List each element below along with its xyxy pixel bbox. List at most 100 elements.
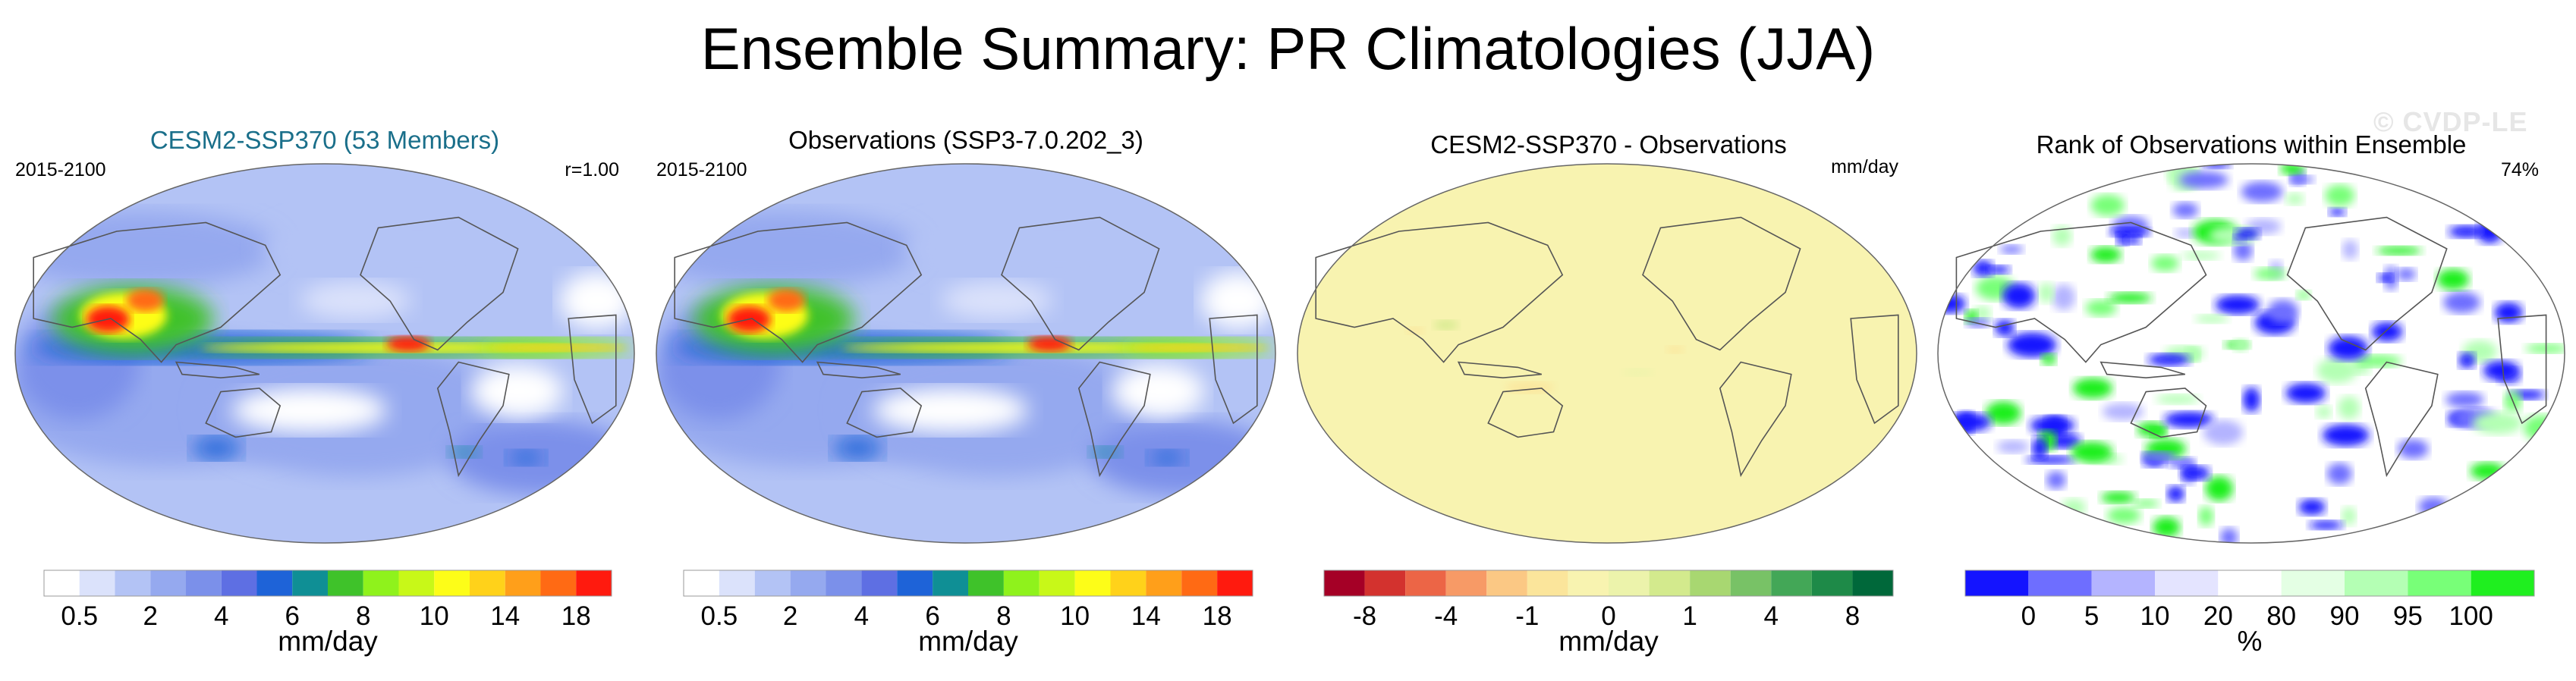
rank-cell bbox=[2470, 462, 2505, 480]
rank-cell bbox=[2205, 475, 2234, 501]
colorbar-tick-label: 8 bbox=[356, 601, 370, 631]
rank-cell bbox=[2267, 300, 2299, 324]
colorbar-swatch bbox=[2408, 570, 2471, 596]
colorbar-unit-label: mm/day bbox=[918, 626, 1018, 657]
colorbar-swatch bbox=[434, 570, 470, 596]
coastline bbox=[2099, 361, 2186, 379]
colorbar-swatch bbox=[1568, 570, 1609, 596]
precip-field bbox=[470, 365, 564, 418]
rank-cell bbox=[2352, 354, 2402, 368]
rank-cell bbox=[2458, 352, 2476, 369]
rank-cell bbox=[2180, 466, 2210, 481]
rank-cell bbox=[2342, 239, 2358, 260]
precip-field bbox=[941, 281, 1053, 319]
colorbar-unit-label: mm/day bbox=[278, 626, 378, 657]
corner-label: 74% bbox=[2501, 159, 2539, 180]
rank-cell bbox=[1999, 245, 2024, 254]
colorbar-swatch bbox=[1486, 570, 1527, 596]
colorbar-swatch bbox=[398, 570, 435, 596]
itcz-max bbox=[386, 336, 430, 352]
coastline bbox=[1457, 361, 1543, 379]
coastline bbox=[1955, 221, 2207, 363]
coastline bbox=[674, 221, 923, 363]
coastline bbox=[1315, 221, 1564, 363]
coastline bbox=[816, 361, 901, 379]
colorbar-swatch bbox=[1609, 570, 1650, 596]
rank-cell bbox=[1996, 440, 2030, 453]
colorbar-unit-label: % bbox=[2238, 626, 2263, 657]
rank-cell bbox=[2062, 498, 2086, 516]
rank-cell bbox=[1945, 413, 1991, 432]
rank-cell bbox=[2085, 300, 2118, 316]
rank-cell bbox=[2317, 357, 2357, 384]
precip-field bbox=[1111, 365, 1205, 418]
colorbar-swatch bbox=[2091, 570, 2155, 596]
panel-4: Rank of Observations within Ensemble 74% 0… bbox=[1937, 130, 2565, 657]
coastline bbox=[2130, 388, 2207, 438]
rank-cell bbox=[2100, 491, 2136, 504]
monsoon-max bbox=[126, 289, 164, 312]
colorbar-tick-label: 10 bbox=[1060, 601, 1090, 631]
precip-field bbox=[904, 211, 1214, 287]
colorbar-frame bbox=[1323, 570, 1894, 597]
colorbar-tick-label: 0 bbox=[2021, 601, 2036, 631]
rank-cell bbox=[2203, 419, 2244, 445]
colorbar-swatch bbox=[1003, 570, 1040, 596]
figure-title: Ensemble Summary: PR Climatologies (JJA) bbox=[700, 15, 1876, 82]
rank-cell bbox=[2235, 228, 2260, 240]
corner-label: mm/day bbox=[1831, 156, 1898, 177]
colorbar-tick-label: 18 bbox=[1203, 601, 1232, 631]
coastline bbox=[33, 221, 282, 363]
precip-field bbox=[300, 281, 412, 319]
storm-track bbox=[832, 437, 882, 460]
rank-cell bbox=[1987, 265, 2011, 275]
precip-field bbox=[1201, 271, 1275, 329]
rank-cell bbox=[2436, 268, 2470, 290]
rank-cell bbox=[2395, 268, 2417, 281]
colorbar-swatch bbox=[1181, 570, 1218, 596]
rank-cell bbox=[2172, 202, 2199, 218]
colorbar-swatch bbox=[186, 570, 222, 596]
rank-cell bbox=[1973, 260, 1993, 277]
rank-cell bbox=[2448, 225, 2485, 238]
rank-cell bbox=[2289, 175, 2314, 184]
colorbar-swatch bbox=[505, 570, 541, 596]
rank-cell bbox=[2328, 336, 2368, 361]
rank-cell bbox=[2371, 322, 2403, 342]
colorbar-swatch bbox=[933, 570, 968, 596]
itcz-max bbox=[1027, 336, 1071, 352]
colorbar-frame bbox=[1964, 570, 2535, 597]
precip-field bbox=[231, 388, 387, 433]
storm-track bbox=[1090, 446, 1121, 458]
diff-anomaly bbox=[1405, 327, 1425, 334]
rank-cell bbox=[2032, 437, 2048, 460]
rank-cell bbox=[2090, 194, 2125, 216]
rank-cell bbox=[2038, 282, 2055, 303]
colorbar-tick-label: 20 bbox=[2203, 601, 2233, 631]
storm-track bbox=[191, 437, 241, 460]
rank-cell bbox=[1994, 319, 2015, 337]
colorbar-swatch bbox=[1690, 570, 1731, 596]
colorbar-tick-label: 0.5 bbox=[61, 601, 98, 631]
rank-cell bbox=[2472, 412, 2523, 435]
colorbar-swatch bbox=[221, 570, 257, 596]
diff-anomaly bbox=[1622, 369, 1654, 376]
colorbar-tick-label: 90 bbox=[2330, 601, 2360, 631]
colorbar-tick-label: 0 bbox=[1601, 601, 1615, 631]
panel-title: Rank of Observations within Ensemble bbox=[2037, 130, 2467, 158]
itcz-band bbox=[841, 343, 1214, 353]
period-label: 2015-2100 bbox=[656, 159, 747, 180]
rank-cell bbox=[2040, 353, 2056, 366]
rank-cell bbox=[2254, 267, 2286, 281]
colorbar-tick-label: 10 bbox=[2140, 601, 2170, 631]
map-outline bbox=[1297, 163, 1917, 544]
watermark: © CVDP-LE bbox=[2373, 106, 2528, 137]
panel-title: Observations (SSP3-7.0.202_3) bbox=[788, 126, 1143, 154]
rank-cell bbox=[2215, 295, 2260, 315]
itcz-band bbox=[200, 343, 573, 353]
coastline bbox=[2497, 314, 2547, 425]
colorbar-swatch bbox=[1146, 570, 1182, 596]
colorbar-frame bbox=[43, 570, 612, 597]
rank-cell bbox=[2090, 246, 2122, 263]
rank-cell bbox=[2285, 193, 2304, 206]
